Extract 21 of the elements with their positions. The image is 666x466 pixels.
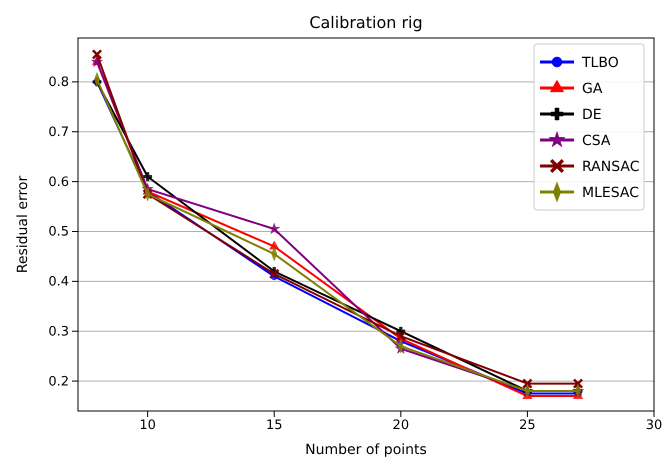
y-tick-label: 0.6 <box>48 174 69 190</box>
y-tick-label: 0.2 <box>48 374 69 390</box>
legend-label: TLBO <box>581 55 619 71</box>
x-tick-label: 20 <box>392 418 410 434</box>
y-tick-label: 0.8 <box>48 75 69 90</box>
x-tick-label: 30 <box>646 418 662 434</box>
x-tick-label: 15 <box>266 418 282 434</box>
legend-label: GA <box>582 81 603 97</box>
y-tick-label: 0.4 <box>48 274 69 290</box>
chart-title: Calibration rig <box>309 13 423 32</box>
y-tick-label: 0.7 <box>48 124 69 140</box>
y-tick-label: 0.5 <box>48 224 69 240</box>
y-tick-label: 0.3 <box>48 324 69 340</box>
legend-label: DE <box>582 107 602 123</box>
legend-label: MLESAC <box>582 185 640 201</box>
x-tick-label: 25 <box>519 418 536 434</box>
legend-label: CSA <box>582 133 611 149</box>
x-tick-label: 10 <box>139 418 156 434</box>
legend-label: RANSAC <box>582 159 640 175</box>
x-axis-title: Number of points <box>305 442 427 458</box>
y-axis-title: Residual error <box>15 176 31 274</box>
